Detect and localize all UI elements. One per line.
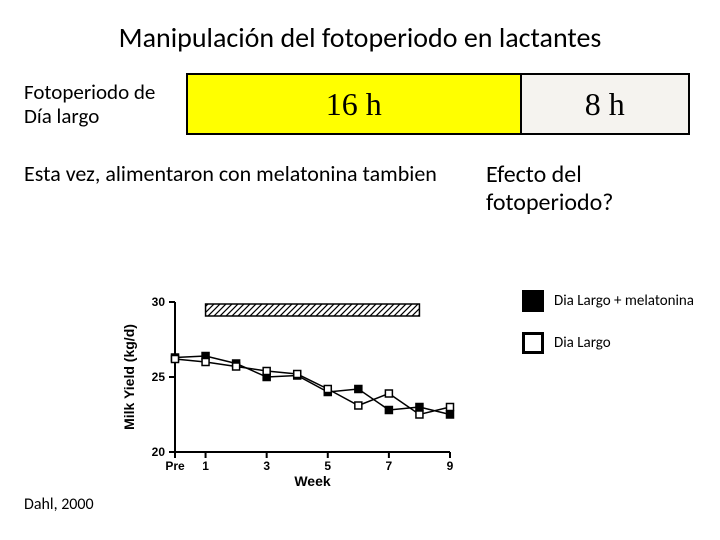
photoperiod-dark-segment: 8 h (522, 75, 689, 133)
svg-text:20: 20 (152, 445, 166, 459)
legend-label: Dia Largo (554, 334, 611, 352)
slide-title: Manipulación del fotoperiodo en lactante… (0, 0, 720, 73)
svg-text:Pre: Pre (165, 459, 185, 473)
legend-item: Dia Largo + melatonina (522, 290, 694, 312)
svg-text:3: 3 (263, 459, 270, 473)
citation: Dahl, 2000 (24, 495, 94, 514)
body-row: Esta vez, alimentaron con melatonina tam… (0, 161, 720, 216)
photoperiod-label: Fotoperiodo de Día largo (24, 80, 174, 128)
legend-label: Dia Largo + melatonina (554, 292, 694, 310)
milk-yield-chart: 20 25 30 Milk Yield (kg/d) Pre 1 3 5 7 9 Week (120, 290, 460, 490)
body-right-text: Efecto del fotoperiodo? (486, 161, 696, 216)
svg-text:9: 9 (447, 459, 454, 473)
svg-text:25: 25 (152, 370, 166, 384)
legend-swatch-open (522, 332, 544, 354)
legend-swatch-filled (522, 290, 544, 312)
body-left-text: Esta vez, alimentaron con melatonina tam… (24, 161, 466, 216)
svg-text:7: 7 (386, 459, 393, 473)
svg-text:Week: Week (294, 473, 331, 489)
photoperiod-bar: 16 h 8 h (186, 73, 690, 135)
photoperiod-light-segment: 16 h (188, 75, 522, 133)
svg-text:Milk Yield (kg/d): Milk Yield (kg/d) (121, 324, 137, 430)
chart-legend: Dia Largo + melatonina Dia Largo (522, 290, 694, 374)
svg-text:30: 30 (152, 295, 166, 309)
svg-text:5: 5 (324, 459, 331, 473)
photoperiod-row: Fotoperiodo de Día largo 16 h 8 h (0, 73, 720, 135)
legend-item: Dia Largo (522, 332, 694, 354)
svg-text:1: 1 (202, 459, 209, 473)
